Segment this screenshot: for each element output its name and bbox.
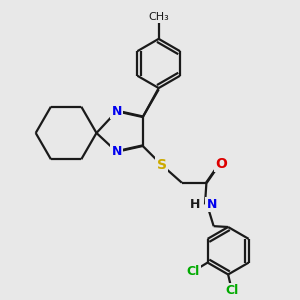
- Text: Cl: Cl: [226, 284, 239, 297]
- Text: N: N: [112, 105, 122, 118]
- Text: S: S: [157, 158, 166, 172]
- Text: Cl: Cl: [187, 265, 200, 278]
- Text: N: N: [112, 145, 122, 158]
- Text: CH₃: CH₃: [148, 11, 169, 22]
- Text: H: H: [190, 198, 200, 211]
- Text: N: N: [206, 198, 217, 211]
- Text: O: O: [215, 157, 227, 171]
